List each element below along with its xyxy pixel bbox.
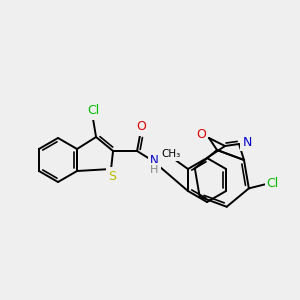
Text: O: O [196,128,206,140]
Text: CH₃: CH₃ [161,149,181,159]
Text: N: N [242,136,252,148]
Text: O: O [136,121,146,134]
Text: H: H [150,165,158,175]
Text: S: S [108,169,116,182]
Text: N: N [150,154,158,166]
Text: Cl: Cl [267,177,279,190]
Text: Cl: Cl [87,104,99,118]
